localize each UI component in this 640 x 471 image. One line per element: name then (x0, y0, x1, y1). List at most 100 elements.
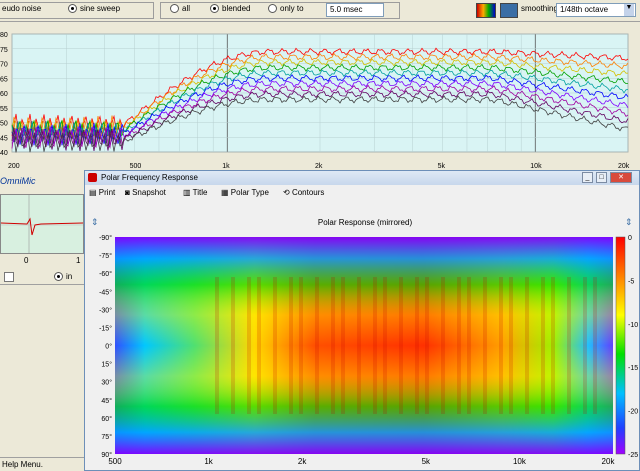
scale-tick-label: 0 (628, 235, 632, 242)
heatmap-ridge (499, 277, 503, 414)
panel-divider (0, 284, 84, 285)
blended-option[interactable]: blended (210, 4, 251, 14)
heatmap-ridge (467, 277, 471, 414)
polar-chart[interactable]: Polar Response (mirrored)⇕ ⇕-90°-75°-60°-… (85, 201, 639, 471)
close-icon[interactable]: ✕ (610, 172, 632, 183)
angle-tick-label: 15° (101, 361, 112, 369)
heatmap-ridge (299, 277, 303, 414)
y-tick-label: 65 (0, 76, 8, 83)
pseudo-noise-option[interactable]: eudo noise (2, 4, 41, 13)
sine-sweep-option[interactable]: sine sweep (68, 4, 120, 14)
x-tick-label: 200 (8, 163, 20, 170)
title-label: Title (192, 188, 208, 197)
freq-tick-label: 500 (108, 457, 122, 466)
heatmap-ridge (583, 277, 587, 414)
heatmap-ridge (541, 277, 545, 414)
all-radio[interactable] (170, 4, 179, 14)
angle-tick-label: -15° (99, 324, 112, 332)
in-option[interactable]: in (54, 272, 72, 282)
print-menu[interactable]: ▤ Print (89, 188, 115, 197)
heatmap-ridge (415, 277, 419, 414)
snapshot-menu[interactable]: ◙ Snapshot (125, 188, 166, 197)
polar-window-titlebar[interactable]: Polar Frequency Response _ □ ✕ (85, 171, 639, 185)
angle-tick-label: -60° (99, 270, 112, 278)
scale-tick-label: -5 (628, 278, 634, 285)
heatmap-ridge (509, 277, 513, 414)
window-time-input[interactable]: 5.0 msec (326, 3, 384, 17)
polar-type-label: Polar Type (230, 188, 269, 197)
heatmap-ridge (383, 277, 387, 414)
chevron-down-icon[interactable]: ▼ (624, 4, 634, 16)
blended-radio[interactable] (210, 4, 219, 14)
camera-icon: ◙ (125, 188, 130, 197)
response-curve (11, 74, 629, 146)
polar-type-icon: ▦ (221, 188, 229, 197)
heatmap-ridge (331, 277, 335, 414)
angle-tick-label: -75° (99, 252, 112, 260)
x-tick-label: 500 (130, 163, 142, 170)
angle-tick-label: -90° (99, 234, 112, 242)
freq-tick-label: 2k (298, 457, 307, 466)
impulse-chart[interactable] (0, 194, 84, 254)
smoothing-select[interactable]: 1/48th octave ▼ (556, 3, 636, 17)
only-to-radio[interactable] (268, 4, 277, 14)
y-tick-label: 80 (0, 32, 8, 39)
only-to-option[interactable]: only to (268, 4, 304, 14)
x-tick-label: 5k (438, 163, 446, 170)
color-map-icon[interactable] (476, 3, 496, 18)
heatmap-ridge (373, 277, 377, 414)
heatmap-ridge (457, 277, 461, 414)
heatmap-ridge (483, 277, 487, 414)
blended-label: blended (222, 4, 251, 13)
contours-menu[interactable]: ⟲ Contours (283, 188, 324, 197)
pseudo-noise-label: eudo noise (2, 4, 42, 13)
in-radio[interactable] (54, 272, 63, 282)
impulse-option-box[interactable] (4, 272, 14, 282)
freq-tick-label: 1k (204, 457, 213, 466)
heatmap-ridge (257, 277, 261, 414)
mic-label: OmniMic (0, 176, 36, 186)
heatmap-angle-fade (115, 237, 613, 454)
x-tick-label: 1k (222, 163, 230, 170)
status-text: Help Menu. (2, 460, 43, 469)
smoothing-label: smoothing (521, 4, 558, 13)
scale-icon[interactable] (500, 3, 518, 18)
frequency-response-panel: 80 75 70 65 60 55 50 45 40 200 500 1k 2k 5k 10k 20k (0, 22, 640, 172)
printer-icon: ▤ (89, 188, 97, 197)
signal-type-group (0, 2, 154, 19)
maximize-icon[interactable]: □ (596, 172, 607, 183)
sine-sweep-radio[interactable] (68, 4, 77, 14)
polar-type-menu[interactable]: ▦ Polar Type (221, 188, 269, 197)
heatmap-ridge (399, 277, 403, 414)
heatmap-ridge (551, 277, 555, 414)
scale-tick-label: -20 (628, 409, 638, 416)
x-tick-label: 2k (315, 163, 323, 170)
all-label: all (182, 4, 191, 13)
main-toolbar: eudo noise sine sweep all blended only t… (0, 0, 640, 22)
response-curve (11, 84, 629, 149)
smoothing-value: 1/48th octave (560, 5, 609, 14)
polar-response-window[interactable]: Polar Frequency Response _ □ ✕ ▤ Print ◙… (84, 170, 640, 471)
angle-tick-label: -45° (99, 288, 112, 296)
all-option[interactable]: all (170, 4, 191, 14)
nav-arrows-icon: ⇕ (91, 217, 99, 227)
polar-chart-title: Polar Response (mirrored) (318, 218, 413, 227)
impulse-panel: OmniMic 0 1 in (0, 172, 84, 471)
heatmap-ridge (567, 277, 571, 414)
snapshot-label: Snapshot (132, 188, 166, 197)
angle-tick-label: 75° (101, 433, 112, 441)
heatmap-ridge (425, 277, 429, 414)
title-menu[interactable]: ▥ Title (183, 188, 207, 197)
impulse-tick-0: 0 (24, 256, 29, 265)
response-curve (11, 89, 629, 152)
minimize-icon[interactable]: _ (582, 172, 593, 183)
angle-tick-label: 90° (101, 451, 112, 459)
response-curve (11, 47, 629, 138)
print-label: Print (98, 188, 116, 197)
angle-tick-label: 60° (101, 415, 112, 423)
angle-tick-label: 0° (105, 343, 112, 351)
only-to-label: only to (280, 4, 304, 13)
freq-tick-label: 20k (602, 457, 616, 466)
heatmap-ridge (441, 277, 445, 414)
